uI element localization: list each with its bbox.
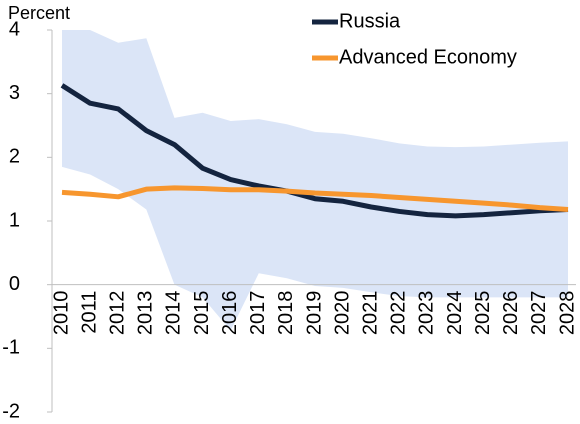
x-tick-label: 2011 — [78, 291, 100, 334]
x-tick-label: 2018 — [275, 291, 297, 336]
x-tick-label: 2015 — [191, 291, 213, 336]
y-tick-label: 3 — [9, 82, 20, 104]
x-tick-label: 2028 — [556, 291, 578, 336]
y-tick-label: 4 — [9, 18, 20, 40]
y-axis-label: Percent — [8, 3, 70, 23]
y-tick-label: 1 — [9, 209, 20, 231]
x-tick-label: 2024 — [444, 291, 466, 336]
line-series — [60, 83, 569, 219]
x-tick-label: 2026 — [500, 291, 522, 336]
x-tick-label: 2021 — [360, 291, 382, 336]
legend-label: Advanced Economy — [339, 46, 517, 68]
x-tick-label: 2014 — [163, 291, 185, 336]
y-tick-label: 2 — [9, 146, 20, 168]
x-tick-label: 2012 — [107, 291, 129, 336]
y-tick-label: -2 — [2, 400, 20, 422]
x-tick-label: 2017 — [247, 291, 269, 336]
x-tick-label: 2016 — [219, 291, 241, 336]
x-tick-label: 2010 — [50, 291, 72, 336]
line-series — [61, 185, 569, 213]
legend-label: Russia — [339, 10, 401, 32]
x-tick-label: 2019 — [303, 291, 325, 336]
y-tick-label: 0 — [9, 273, 20, 295]
x-tick-label: 2013 — [135, 291, 157, 336]
range-band — [62, 30, 568, 331]
x-tick-label: 2025 — [472, 291, 494, 336]
x-tick-label: 2027 — [528, 291, 550, 336]
y-tick-label: -1 — [2, 337, 20, 359]
x-tick-label: 2020 — [331, 291, 353, 336]
x-tick-label: 2022 — [388, 291, 410, 336]
x-tick-label: 2023 — [416, 291, 438, 336]
